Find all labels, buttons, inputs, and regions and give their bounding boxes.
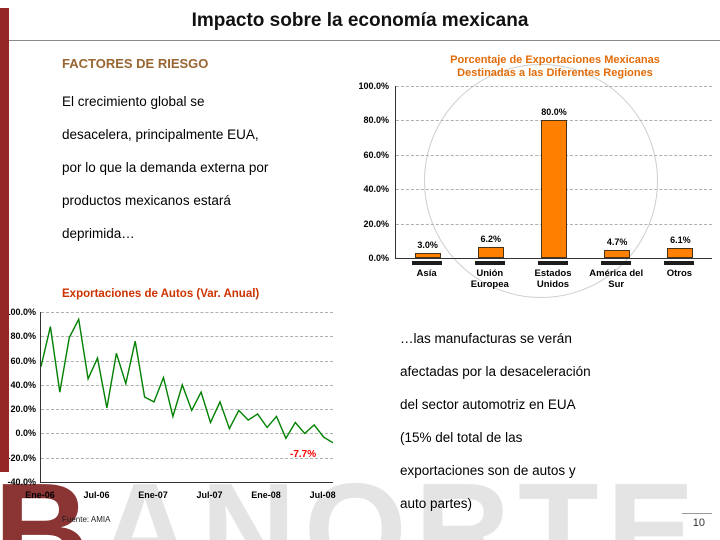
slide-title: Impacto sobre la economía mexicana xyxy=(191,10,529,31)
line-chart-gridline xyxy=(41,336,333,338)
manufacturing-paragraph-line: del sector automotriz en EUA xyxy=(400,397,576,412)
line-chart-y-tick-label: 20.0% xyxy=(10,404,36,415)
export-regions-bar-chart: 3.0% 6.2% 80.0% 4.7% 6.1% 100.0% 80.0% 60.0% 40… xyxy=(345,80,717,298)
last-value-annotation: -7.7% xyxy=(290,448,317,460)
line-chart-gridline xyxy=(41,433,333,435)
manufacturing-paragraph-line: exportaciones son de autos y xyxy=(400,463,576,478)
bar-x-axis-tick xyxy=(474,261,505,265)
page-number: 10 xyxy=(692,517,705,529)
bar-chart-title-line1: Porcentaje de Exportaciones Mexicanas xyxy=(450,54,660,66)
manufacturing-paragraph-line: (15% del total de las xyxy=(400,430,523,445)
line-chart-x-tick-label: Jul-07 xyxy=(196,490,223,500)
page-number-rule xyxy=(682,513,712,514)
line-chart-gridline xyxy=(41,360,333,362)
bar-value-label: 4.7% xyxy=(606,236,628,247)
line-chart-gridline xyxy=(41,457,333,459)
bar-value-label: 3.0% xyxy=(417,239,438,250)
line-chart-y-tick-label: 40.0% xyxy=(10,379,36,390)
bar-chart-title-line2: Destinadas a las Diferentes Regiones xyxy=(457,67,653,79)
line-chart-y-tick-label: 100.0% xyxy=(5,307,36,317)
bar-category-label: Estados Unidos xyxy=(534,268,572,290)
bar-0 xyxy=(414,252,441,258)
line-chart-x-tick-label: Ene-08 xyxy=(251,490,281,500)
line-chart-plot-area xyxy=(40,312,333,483)
line-chart-series-svg xyxy=(41,317,333,444)
bar-chart-title: Porcentaje de Exportaciones Mexicanas De… xyxy=(398,54,712,80)
bar-chart-y-tick-label: 80.0% xyxy=(363,115,389,126)
bar-x-axis-tick xyxy=(411,261,442,265)
bar-chart-y-tick-label: 100.0% xyxy=(358,81,389,91)
manufacturing-paragraph: …las manufacturas se verán afectadas por… xyxy=(400,322,716,520)
line-chart-y-tick-label: -20.0% xyxy=(7,452,36,463)
risk-paragraph-line: deprimida… xyxy=(62,226,135,241)
manufacturing-paragraph-line: …las manufacturas se verán xyxy=(400,331,572,346)
bar-chart-y-tick-label: 20.0% xyxy=(363,218,389,229)
bar-x-axis-tick xyxy=(601,261,632,265)
auto-exports-line-chart: 100.0% 80.0% 60.0% 40.0% 20.0% 0.0% -20.0% -40.… xyxy=(2,306,342,512)
line-chart-title: Exportaciones de Autos (Var. Anual) xyxy=(62,288,260,300)
bar-chart-y-tick-label: 60.0% xyxy=(363,149,389,160)
bar-4 xyxy=(667,247,694,258)
bar-chart-y-tick-label: 40.0% xyxy=(363,184,389,195)
bar-value-label: 6.1% xyxy=(670,234,691,245)
manufacturing-paragraph-line: auto partes) xyxy=(400,496,473,511)
risk-paragraph: El crecimiento global se desacelera, pri… xyxy=(62,85,362,250)
bar-category-label: Asía xyxy=(416,268,437,279)
bar-chart-gridline xyxy=(396,86,712,87)
line-chart-y-tick-label: 80.0% xyxy=(10,331,36,342)
left-accent-stripe xyxy=(0,8,9,472)
line-chart-y-tick-label: 0.0% xyxy=(15,428,36,439)
decorative-circle xyxy=(424,64,658,298)
bar-x-axis-tick xyxy=(538,261,568,265)
risk-factors-heading: FACTORES DE RIESGO xyxy=(62,56,209,71)
line-chart-y-tick-label: -40.0% xyxy=(7,477,36,487)
bar-category-label: Otros xyxy=(666,268,693,279)
line-chart-y-tick-label: 60.0% xyxy=(10,355,36,366)
line-chart-x-tick-label: Ene-07 xyxy=(138,490,168,500)
line-chart-gridline xyxy=(41,312,333,313)
risk-paragraph-line: por lo que la demanda externa por xyxy=(62,160,269,175)
bar-value-label: 80.0% xyxy=(541,107,567,118)
line-chart-gridline xyxy=(41,384,333,386)
manufacturing-paragraph-line: afectadas por la desaceleración xyxy=(400,364,591,379)
title-divider-line xyxy=(0,40,720,41)
source-note: Fuente: AMIA xyxy=(62,515,111,524)
line-chart-x-tick-label: Jul-08 xyxy=(309,490,336,500)
bar-chart-y-tick-label: 0.0% xyxy=(368,253,389,263)
watermark-rest: ANORTE xyxy=(97,456,703,540)
risk-paragraph-line: productos mexicanos estará xyxy=(62,193,231,208)
risk-paragraph-line: El crecimiento global se xyxy=(62,94,205,109)
line-chart-x-tick-label: Ene-06 xyxy=(25,490,55,500)
risk-paragraph-line: desacelera, principalmente EUA, xyxy=(62,127,259,142)
bar-2 xyxy=(541,120,567,258)
bar-value-label: 6.2% xyxy=(480,234,502,245)
bar-category-label: América del Sur xyxy=(589,268,644,290)
banorte-watermark: BANORTE xyxy=(0,464,703,540)
line-chart-gridline xyxy=(41,409,333,411)
bar-chart-plot-area: 3.0% 6.2% 80.0% 4.7% 6.1% xyxy=(395,86,712,259)
watermark-first-letter: B xyxy=(0,456,98,540)
line-chart-x-tick-label: Jul-06 xyxy=(83,490,110,500)
bar-3 xyxy=(604,249,631,258)
bar-1 xyxy=(477,247,504,258)
auto-exports-series-line xyxy=(41,317,333,444)
bar-x-axis-tick xyxy=(664,261,695,265)
bar-category-label: Unión Europea xyxy=(470,268,509,290)
